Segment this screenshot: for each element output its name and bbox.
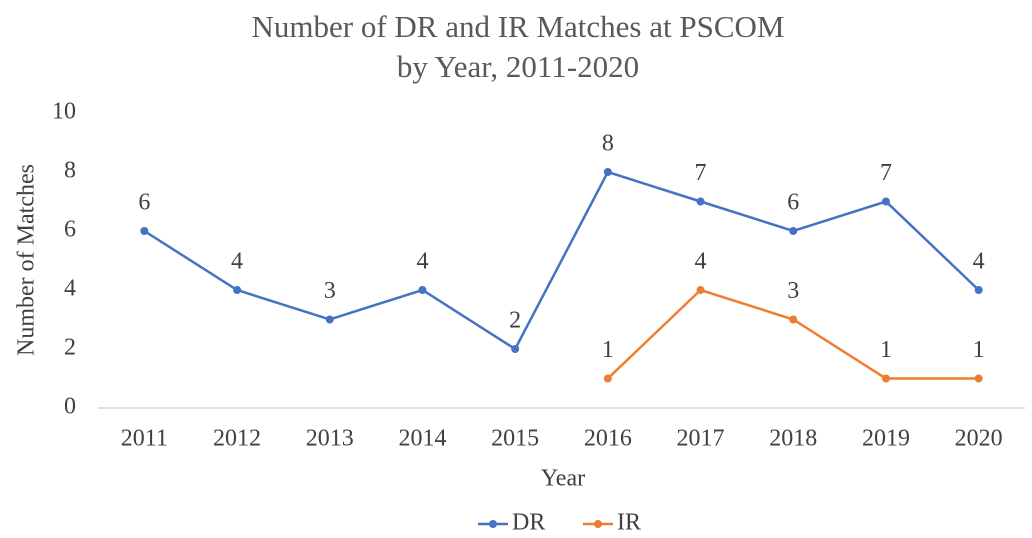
point xyxy=(418,286,427,294)
x-tick-label: 2013 xyxy=(306,426,354,452)
x-axis-title: Year xyxy=(541,466,585,492)
y-axis-title: Number of Matches xyxy=(14,164,40,356)
x-tick-label: 2020 xyxy=(955,426,1003,452)
x-tick-label: 2019 xyxy=(862,426,910,452)
legend-label: DR xyxy=(512,510,545,536)
data-label: 1 xyxy=(880,337,892,363)
series-line xyxy=(143,170,980,351)
y-tick-label: 4 xyxy=(64,276,76,302)
y-tick-label: 8 xyxy=(64,158,76,184)
data-label: 2 xyxy=(509,308,521,334)
data-label: 7 xyxy=(695,160,707,186)
data-label: 4 xyxy=(695,249,707,275)
x-tick-label: 2015 xyxy=(491,426,539,452)
point xyxy=(603,168,612,176)
point xyxy=(140,227,149,235)
point xyxy=(696,197,705,206)
data-label: 6 xyxy=(138,190,150,216)
point xyxy=(881,374,890,383)
x-tick-label: 2014 xyxy=(398,426,446,452)
data-label: 7 xyxy=(880,160,892,186)
data-label: 4 xyxy=(231,249,243,275)
x-tick-label: 2018 xyxy=(769,426,817,452)
data-label: 3 xyxy=(787,278,799,304)
data-label: 6 xyxy=(787,190,799,216)
point xyxy=(789,315,798,324)
point xyxy=(974,374,983,383)
legend-swatch xyxy=(594,520,602,528)
point xyxy=(696,286,705,294)
point xyxy=(511,345,520,353)
chart-title: Number of DR and IR Matches at PSCOM xyxy=(252,9,785,44)
data-label: 8 xyxy=(602,131,614,157)
point xyxy=(603,374,612,383)
point xyxy=(974,286,983,294)
x-tick-label: 2011 xyxy=(121,426,168,452)
data-label: 4 xyxy=(416,249,428,275)
point xyxy=(789,227,798,235)
legend-label: IR xyxy=(617,510,641,536)
legend-swatch xyxy=(489,520,497,528)
point xyxy=(233,286,242,294)
data-label: 4 xyxy=(973,249,985,275)
x-tick-label: 2017 xyxy=(677,426,725,452)
point xyxy=(881,197,890,206)
chart-title: by Year, 2011-2020 xyxy=(397,49,639,84)
y-tick-label: 6 xyxy=(64,217,76,243)
data-label: 1 xyxy=(602,337,614,363)
y-tick-label: 10 xyxy=(52,99,76,125)
y-tick-label: 2 xyxy=(64,335,76,361)
x-tick-label: 2012 xyxy=(213,426,261,452)
data-label: 3 xyxy=(324,278,336,304)
y-tick-label: 0 xyxy=(64,394,76,420)
x-tick-label: 2016 xyxy=(584,426,632,452)
data-label: 1 xyxy=(973,337,985,363)
point xyxy=(325,315,334,324)
